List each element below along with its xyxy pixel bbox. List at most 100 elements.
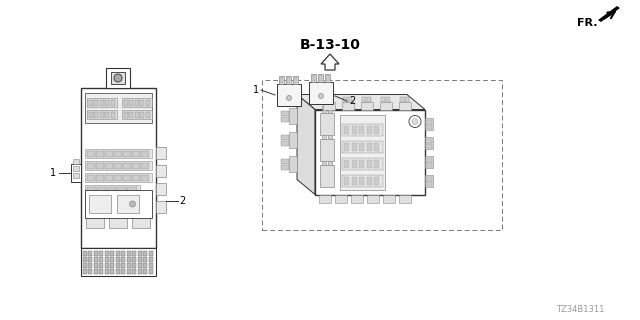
Bar xyxy=(425,137,433,148)
Bar xyxy=(141,150,148,156)
Bar xyxy=(425,174,433,187)
Bar xyxy=(351,195,363,203)
Bar xyxy=(426,139,432,142)
Bar xyxy=(88,269,92,274)
Bar xyxy=(124,111,127,117)
Polygon shape xyxy=(297,94,407,180)
Bar xyxy=(99,269,103,274)
Bar xyxy=(88,100,93,106)
Bar xyxy=(359,142,364,150)
Bar xyxy=(143,251,147,256)
Bar xyxy=(143,269,147,274)
Bar xyxy=(381,97,385,101)
Bar xyxy=(138,269,141,274)
Bar xyxy=(99,111,104,117)
Bar xyxy=(374,125,379,133)
Bar xyxy=(342,124,383,135)
Bar xyxy=(111,111,115,117)
Bar xyxy=(367,177,371,185)
Bar xyxy=(88,263,92,268)
Bar xyxy=(281,158,289,164)
Bar xyxy=(70,164,81,182)
Bar xyxy=(342,140,383,153)
Bar xyxy=(141,163,148,169)
Bar xyxy=(138,257,141,262)
Bar xyxy=(319,195,331,203)
Bar xyxy=(294,77,297,83)
Bar xyxy=(127,187,136,193)
Bar xyxy=(131,150,140,156)
Bar xyxy=(289,156,297,172)
Bar xyxy=(140,100,144,106)
Bar xyxy=(95,150,104,156)
Bar xyxy=(344,142,349,150)
Bar xyxy=(72,166,79,171)
Bar xyxy=(320,113,334,134)
Bar xyxy=(121,257,125,262)
Bar xyxy=(86,187,96,193)
Bar xyxy=(81,88,156,248)
Bar xyxy=(281,116,289,122)
Bar xyxy=(143,257,147,262)
Bar xyxy=(425,156,433,167)
Bar xyxy=(105,100,109,106)
Bar xyxy=(93,251,97,256)
Bar xyxy=(280,77,283,83)
Bar xyxy=(281,134,289,140)
Circle shape xyxy=(412,118,418,124)
Bar xyxy=(348,97,352,101)
Bar xyxy=(72,159,79,164)
Bar xyxy=(115,269,120,274)
Bar xyxy=(131,163,140,169)
Bar xyxy=(380,101,392,109)
Bar xyxy=(86,150,95,156)
Bar xyxy=(383,195,395,203)
Bar xyxy=(88,257,92,262)
Bar xyxy=(148,269,152,274)
Bar xyxy=(320,164,334,187)
Bar xyxy=(86,198,96,204)
Bar xyxy=(277,84,301,106)
Bar xyxy=(344,159,349,167)
Bar xyxy=(281,140,289,146)
Bar xyxy=(110,263,114,268)
Bar xyxy=(115,263,120,268)
Bar xyxy=(93,269,97,274)
Bar xyxy=(127,263,131,268)
Bar xyxy=(121,263,125,268)
Bar xyxy=(374,142,379,150)
Bar xyxy=(426,177,432,180)
Bar xyxy=(140,111,144,117)
Bar xyxy=(107,187,116,193)
Bar xyxy=(129,100,133,106)
Bar xyxy=(93,257,97,262)
Bar xyxy=(83,257,86,262)
Bar xyxy=(104,263,109,268)
Bar xyxy=(88,251,92,256)
Bar xyxy=(320,139,334,161)
Bar xyxy=(124,100,127,106)
Bar xyxy=(111,72,125,84)
Bar xyxy=(88,195,111,213)
Bar xyxy=(99,100,104,106)
Bar xyxy=(129,111,133,117)
Bar xyxy=(88,111,93,117)
Bar xyxy=(426,143,432,148)
Bar xyxy=(351,177,356,185)
Bar xyxy=(351,159,356,167)
Bar xyxy=(362,97,366,101)
Bar xyxy=(131,217,150,228)
Bar xyxy=(104,269,109,274)
Bar xyxy=(99,263,103,268)
Bar xyxy=(287,77,290,83)
Bar xyxy=(109,217,127,228)
Bar xyxy=(426,157,432,162)
Bar xyxy=(425,117,433,130)
Bar xyxy=(93,263,97,268)
Bar xyxy=(344,125,349,133)
Bar xyxy=(323,101,335,109)
Bar xyxy=(84,190,152,218)
Bar xyxy=(86,174,95,180)
Bar xyxy=(113,163,122,169)
Bar xyxy=(367,159,371,167)
